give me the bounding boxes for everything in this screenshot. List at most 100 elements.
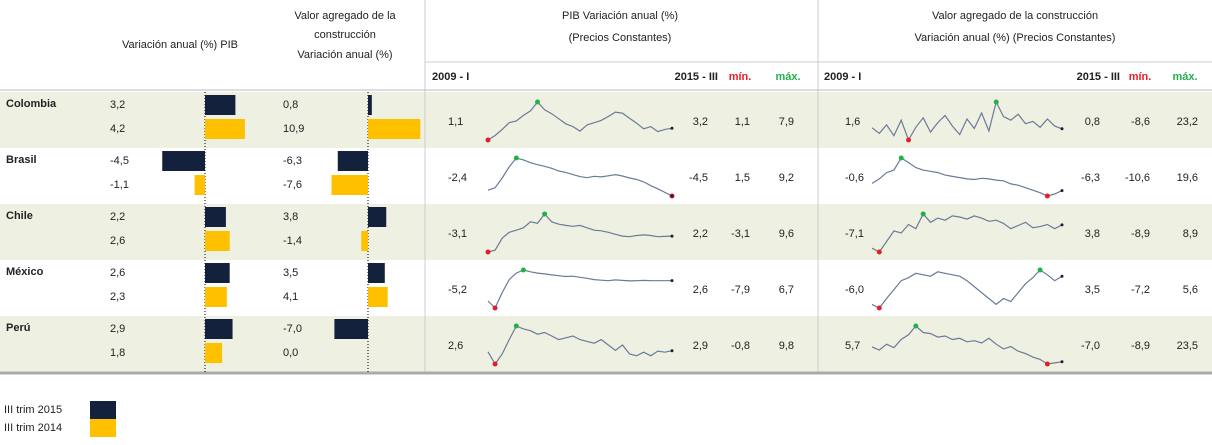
max-point	[513, 155, 519, 161]
column-header: PIB Variación anual (%)	[562, 10, 678, 22]
end-point	[1060, 127, 1064, 131]
min-point	[1044, 193, 1050, 199]
max-value: 9,6	[779, 228, 794, 240]
end-value: 2,6	[693, 284, 708, 296]
pib-bar	[205, 119, 245, 139]
end-value: 3,2	[693, 116, 708, 128]
start-value: 2,6	[448, 340, 463, 352]
column-header: Variación anual (%) PIB	[122, 39, 238, 51]
pib-value: 2,3	[110, 291, 125, 303]
end-value: 3,8	[1085, 228, 1100, 240]
pib-value: 2,6	[110, 235, 125, 247]
max-value: 7,9	[779, 116, 794, 128]
min-header: mín.	[1129, 71, 1152, 83]
sparkline	[487, 325, 673, 366]
start-value: -5,2	[448, 284, 467, 296]
construction-value: 0,8	[283, 99, 298, 111]
max-header: máx.	[775, 71, 800, 83]
max-value: 23,5	[1177, 340, 1198, 352]
pib-bar	[205, 343, 223, 363]
start-value: 5,7	[845, 340, 860, 352]
min-value: -3,1	[731, 228, 750, 240]
end-value: 2,9	[693, 340, 708, 352]
max-point	[898, 155, 904, 161]
end-point	[1060, 189, 1064, 193]
min-value: 1,5	[735, 172, 750, 184]
construction-value: -1,4	[283, 235, 302, 247]
max-point	[542, 211, 548, 217]
min-value: -8,9	[1131, 228, 1150, 240]
column-header: Valor agregado de la	[294, 10, 396, 22]
country: Colombia	[6, 98, 57, 110]
min-point	[492, 305, 498, 311]
construction-bar	[368, 95, 372, 115]
construction-bar	[368, 119, 421, 139]
start-value: -0,6	[845, 172, 864, 184]
sparkline	[487, 157, 673, 197]
column-header: (Precios Constantes)	[569, 32, 672, 44]
pib-value: 1,8	[110, 347, 125, 359]
pib-value: -4,5	[110, 155, 129, 167]
min-point	[876, 249, 882, 255]
min-value: -8,9	[1131, 340, 1150, 352]
end-point	[1060, 223, 1064, 227]
pib-bar	[205, 287, 227, 307]
column-header: construcción	[314, 29, 376, 41]
end-point	[670, 349, 674, 353]
end-point	[1060, 274, 1064, 278]
construction-bar	[337, 151, 368, 171]
pib-bar	[205, 263, 230, 283]
country: Brasil	[6, 154, 37, 166]
max-header: máx.	[1172, 71, 1197, 83]
construction-bar	[361, 231, 368, 251]
max-point	[920, 211, 926, 217]
sparkline	[487, 101, 673, 141]
max-value: 23,2	[1177, 116, 1198, 128]
construction-bar	[368, 207, 387, 227]
construction-value: 3,8	[283, 211, 298, 223]
max-value: 5,6	[1183, 284, 1198, 296]
start-value: 1,6	[845, 116, 860, 128]
column-header: Valor agregado de la construcción	[932, 10, 1098, 22]
construction-value: -7,0	[283, 323, 302, 335]
max-value: 8,9	[1183, 228, 1198, 240]
start-value: -3,1	[448, 228, 467, 240]
max-value: 6,7	[779, 284, 794, 296]
min-value: -10,6	[1125, 172, 1150, 184]
period-start: 2009 - I	[824, 71, 861, 83]
country: Perú	[6, 322, 30, 334]
max-value: 9,8	[779, 340, 794, 352]
pib-value: 2,9	[110, 323, 125, 335]
pib-bar	[205, 231, 230, 251]
construction-bar	[368, 287, 388, 307]
sparkline	[487, 269, 672, 310]
row-band	[0, 92, 1212, 148]
min-point	[492, 361, 498, 367]
pib-value: 2,6	[110, 267, 125, 279]
min-point	[906, 137, 912, 143]
legend-swatch	[90, 419, 116, 437]
construction-bar	[368, 263, 385, 283]
pib-bar	[205, 207, 226, 227]
end-value: -7,0	[1081, 340, 1100, 352]
sparkline	[871, 325, 1063, 365]
start-value: -6,0	[845, 284, 864, 296]
min-header: mín.	[729, 71, 752, 83]
sparkline	[871, 100, 1063, 142]
column-header: Variación anual (%) (Precios Constantes)	[915, 32, 1116, 44]
pib-value: 3,2	[110, 99, 125, 111]
column-header: Variación anual (%)	[297, 49, 392, 61]
min-point	[485, 249, 491, 255]
start-value: -7,1	[845, 228, 864, 240]
end-point	[1060, 360, 1064, 364]
max-point	[535, 99, 541, 105]
start-value: -2,4	[448, 172, 467, 184]
end-point	[670, 126, 674, 130]
min-point	[876, 305, 882, 311]
end-value: 0,8	[1085, 116, 1100, 128]
construction-bar	[331, 175, 368, 195]
pib-bar	[205, 95, 236, 115]
sparkline	[487, 213, 673, 253]
min-point	[485, 137, 491, 143]
legend-swatch	[90, 401, 116, 419]
